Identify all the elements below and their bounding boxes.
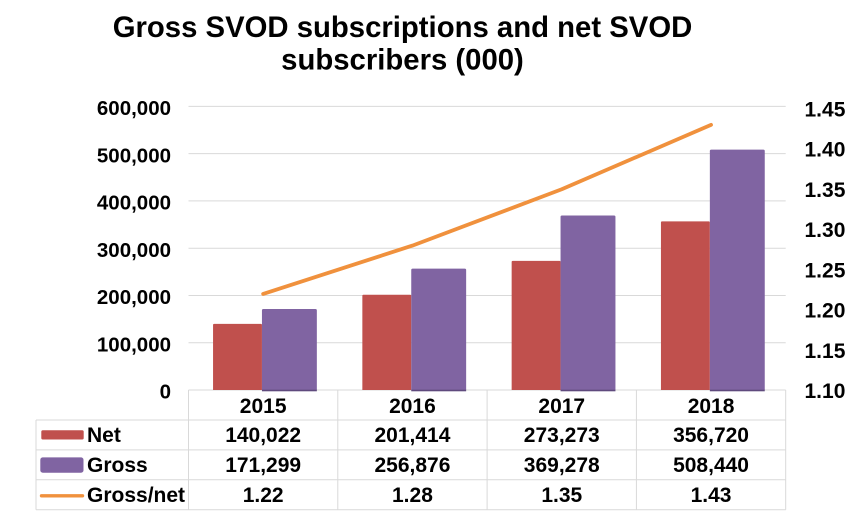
svg-text:1.25: 1.25 bbox=[805, 259, 846, 282]
svg-text:subscribers (000): subscribers (000) bbox=[281, 44, 524, 77]
svg-text:273,273: 273,273 bbox=[524, 424, 600, 447]
svg-text:1.45: 1.45 bbox=[805, 98, 846, 121]
svg-text:600,000: 600,000 bbox=[97, 97, 171, 120]
svg-text:1.40: 1.40 bbox=[805, 139, 846, 162]
svg-text:1.20: 1.20 bbox=[805, 300, 846, 323]
svg-text:Gross SVOD subscriptions and n: Gross SVOD subscriptions and net SVOD bbox=[113, 11, 693, 44]
svg-text:1.22: 1.22 bbox=[243, 484, 284, 507]
svg-text:Gross/net: Gross/net bbox=[87, 484, 185, 507]
svg-text:140,022: 140,022 bbox=[225, 424, 301, 447]
svg-text:201,414: 201,414 bbox=[374, 424, 450, 447]
svg-text:2016: 2016 bbox=[389, 395, 436, 418]
svg-text:508,440: 508,440 bbox=[673, 454, 749, 477]
svg-text:500,000: 500,000 bbox=[97, 144, 171, 167]
svg-text:Net: Net bbox=[87, 424, 121, 447]
svg-text:171,299: 171,299 bbox=[225, 454, 301, 477]
svg-text:2018: 2018 bbox=[688, 395, 735, 418]
svg-text:300,000: 300,000 bbox=[97, 239, 171, 262]
svg-text:1.10: 1.10 bbox=[805, 380, 846, 403]
svg-text:100,000: 100,000 bbox=[97, 333, 171, 356]
svg-text:356,720: 356,720 bbox=[673, 424, 749, 447]
svg-text:Gross: Gross bbox=[87, 454, 148, 477]
svg-text:1.35: 1.35 bbox=[805, 179, 846, 202]
svg-text:1.30: 1.30 bbox=[805, 219, 846, 242]
svg-text:2015: 2015 bbox=[240, 395, 287, 418]
svg-text:369,278: 369,278 bbox=[524, 454, 600, 477]
svg-text:1.15: 1.15 bbox=[805, 340, 846, 363]
svg-text:1.43: 1.43 bbox=[691, 484, 732, 507]
svg-text:0: 0 bbox=[160, 381, 171, 404]
svg-text:400,000: 400,000 bbox=[97, 192, 171, 215]
svg-text:256,876: 256,876 bbox=[374, 454, 450, 477]
svg-text:1.35: 1.35 bbox=[541, 484, 582, 507]
svg-text:1.28: 1.28 bbox=[392, 484, 433, 507]
svg-text:200,000: 200,000 bbox=[97, 286, 171, 309]
svg-text:2017: 2017 bbox=[538, 395, 585, 418]
